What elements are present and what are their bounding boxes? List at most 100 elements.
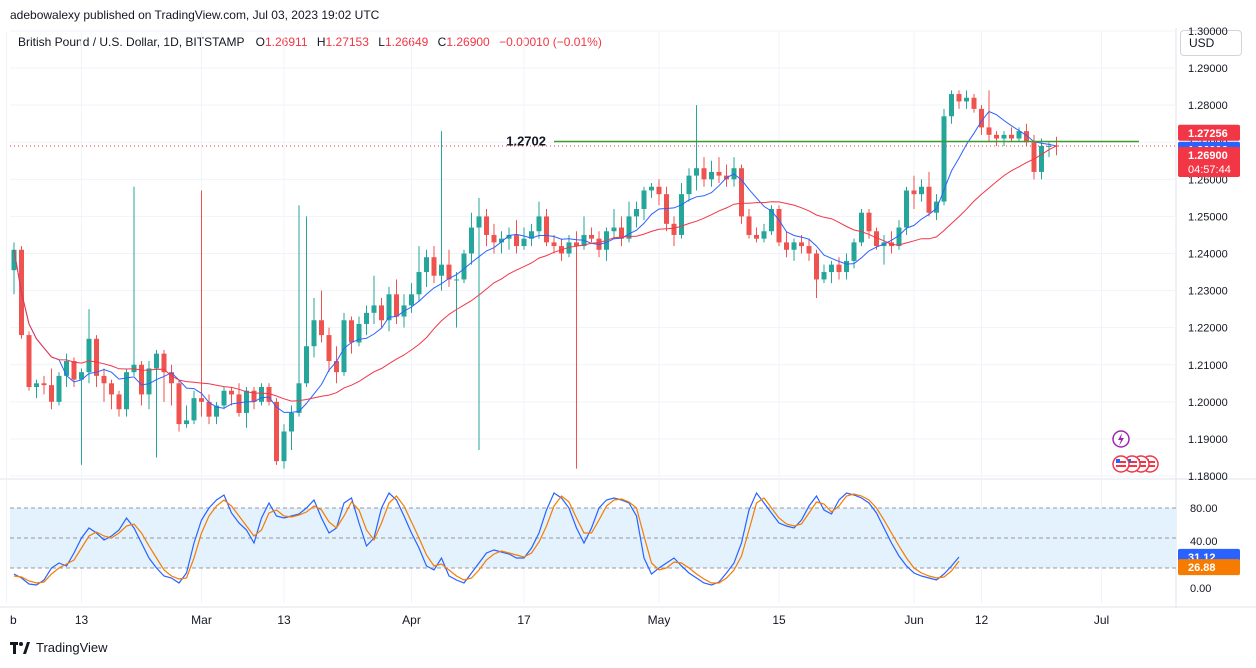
- moving-averages: [13, 110, 1057, 413]
- publisher-line: adebowalexy published on TradingView.com…: [10, 8, 380, 22]
- candle-body: [469, 227, 474, 254]
- candle-body: [289, 412, 294, 432]
- time-tick-label: 13: [277, 613, 291, 627]
- candle-body: [1009, 134, 1014, 139]
- candle-body: [799, 242, 804, 247]
- footer-brand: TradingView: [36, 640, 108, 655]
- candle-body: [754, 234, 759, 239]
- candle-body: [154, 353, 159, 369]
- stoch-tick-label: 80.00: [1190, 503, 1218, 515]
- candle-body: [431, 257, 437, 276]
- candle-body: [859, 212, 864, 243]
- candle-body: [326, 335, 332, 362]
- candle-body: [71, 361, 77, 380]
- price-tick-label: 1.21000: [1188, 360, 1228, 372]
- currency-button[interactable]: USD: [1180, 30, 1242, 56]
- candle-body: [769, 209, 774, 232]
- candle-body: [1016, 131, 1022, 139]
- candle-body: [619, 227, 624, 239]
- candle-body: [409, 294, 414, 306]
- candle-body: [761, 231, 767, 239]
- candle-body: [1001, 134, 1007, 139]
- candle-body: [701, 168, 707, 180]
- candle-body: [611, 227, 617, 232]
- candle-body: [979, 108, 984, 128]
- price-axis: 1.18000 1.19000 1.20000 1.21000 1.22000 1.230…: [1188, 26, 1228, 483]
- candle-body: [551, 242, 557, 247]
- time-tick-label: Jul: [1094, 613, 1109, 627]
- candle-body: [281, 431, 287, 462]
- price-tick-label: 1.30000: [1188, 26, 1228, 38]
- candle-body: [386, 294, 392, 321]
- candle-body: [814, 253, 819, 280]
- candle-body: [169, 372, 174, 384]
- candle-body: [364, 312, 369, 324]
- candle-body: [266, 387, 272, 402]
- time-tick-label: 17: [517, 613, 531, 627]
- candle-body: [11, 249, 17, 271]
- candle-body: [139, 364, 144, 395]
- candle-body: [56, 375, 62, 402]
- candle-body: [461, 253, 467, 280]
- time-axis: b 13 Mar 13 Apr 17 May 15 Jun 12 Jul: [10, 613, 1109, 627]
- candle-body: [176, 383, 182, 425]
- candle-body: [911, 190, 917, 195]
- candle-body: [424, 257, 429, 273]
- candle-body: [356, 323, 362, 343]
- candle-body: [484, 216, 489, 235]
- candle-body: [124, 372, 129, 410]
- low-value: 1.26649: [384, 35, 429, 49]
- candle-body: [739, 168, 744, 217]
- open-value: 1.26911: [265, 35, 308, 49]
- candle-body: [514, 234, 519, 247]
- lightning-bolt-icon: [1118, 433, 1124, 446]
- candle-body: [776, 209, 782, 243]
- candle-body: [199, 398, 204, 402]
- open-label: O: [255, 35, 265, 49]
- time-tick-label: Mar: [191, 613, 212, 627]
- countdown-label: 04:57:44: [1188, 164, 1231, 176]
- candle-body: [544, 216, 549, 243]
- candle-body: [41, 383, 47, 386]
- candle-body: [109, 383, 114, 395]
- candle-body: [1046, 145, 1052, 147]
- candle-body: [311, 320, 317, 347]
- candle-body: [341, 320, 347, 373]
- candle-body: [574, 242, 579, 247]
- time-tick-label: May: [648, 613, 671, 627]
- last-price-tag: [1178, 146, 1240, 177]
- candle-body: [161, 353, 167, 373]
- candle-body: [866, 212, 872, 232]
- stoch-d-line: [13, 493, 960, 584]
- candle-body: [851, 242, 857, 261]
- candle-body: [686, 175, 692, 195]
- flag-stripe: [1116, 465, 1126, 467]
- candle-body: [746, 216, 752, 235]
- candle-body: [416, 272, 422, 295]
- level-label: 1.2702: [506, 134, 546, 149]
- candle-body: [671, 223, 677, 235]
- candle-body: [221, 390, 227, 406]
- candle-body: [1039, 145, 1044, 172]
- flag-canton: [1116, 459, 1120, 463]
- time-tick-label: 12: [975, 613, 989, 627]
- candle-body: [874, 231, 879, 247]
- time-tick-label: 15: [772, 613, 786, 627]
- candle-body: [709, 171, 714, 180]
- candle-body: [829, 264, 834, 273]
- flag-stripe: [1127, 465, 1137, 467]
- time-tick-label: b: [10, 613, 17, 627]
- tradingview-logo-icon: [10, 641, 30, 654]
- fast-ma-line: [13, 110, 1057, 413]
- horizontal-level: 1.2702: [10, 134, 1176, 149]
- candle-body: [919, 186, 924, 195]
- candle-body: [191, 398, 197, 421]
- candle-body: [836, 264, 842, 273]
- flag-stripe: [1136, 461, 1146, 463]
- flag-stripe: [1127, 461, 1137, 463]
- price-tick-label: 1.22000: [1188, 323, 1228, 335]
- price-tick-label: 1.25000: [1188, 211, 1228, 223]
